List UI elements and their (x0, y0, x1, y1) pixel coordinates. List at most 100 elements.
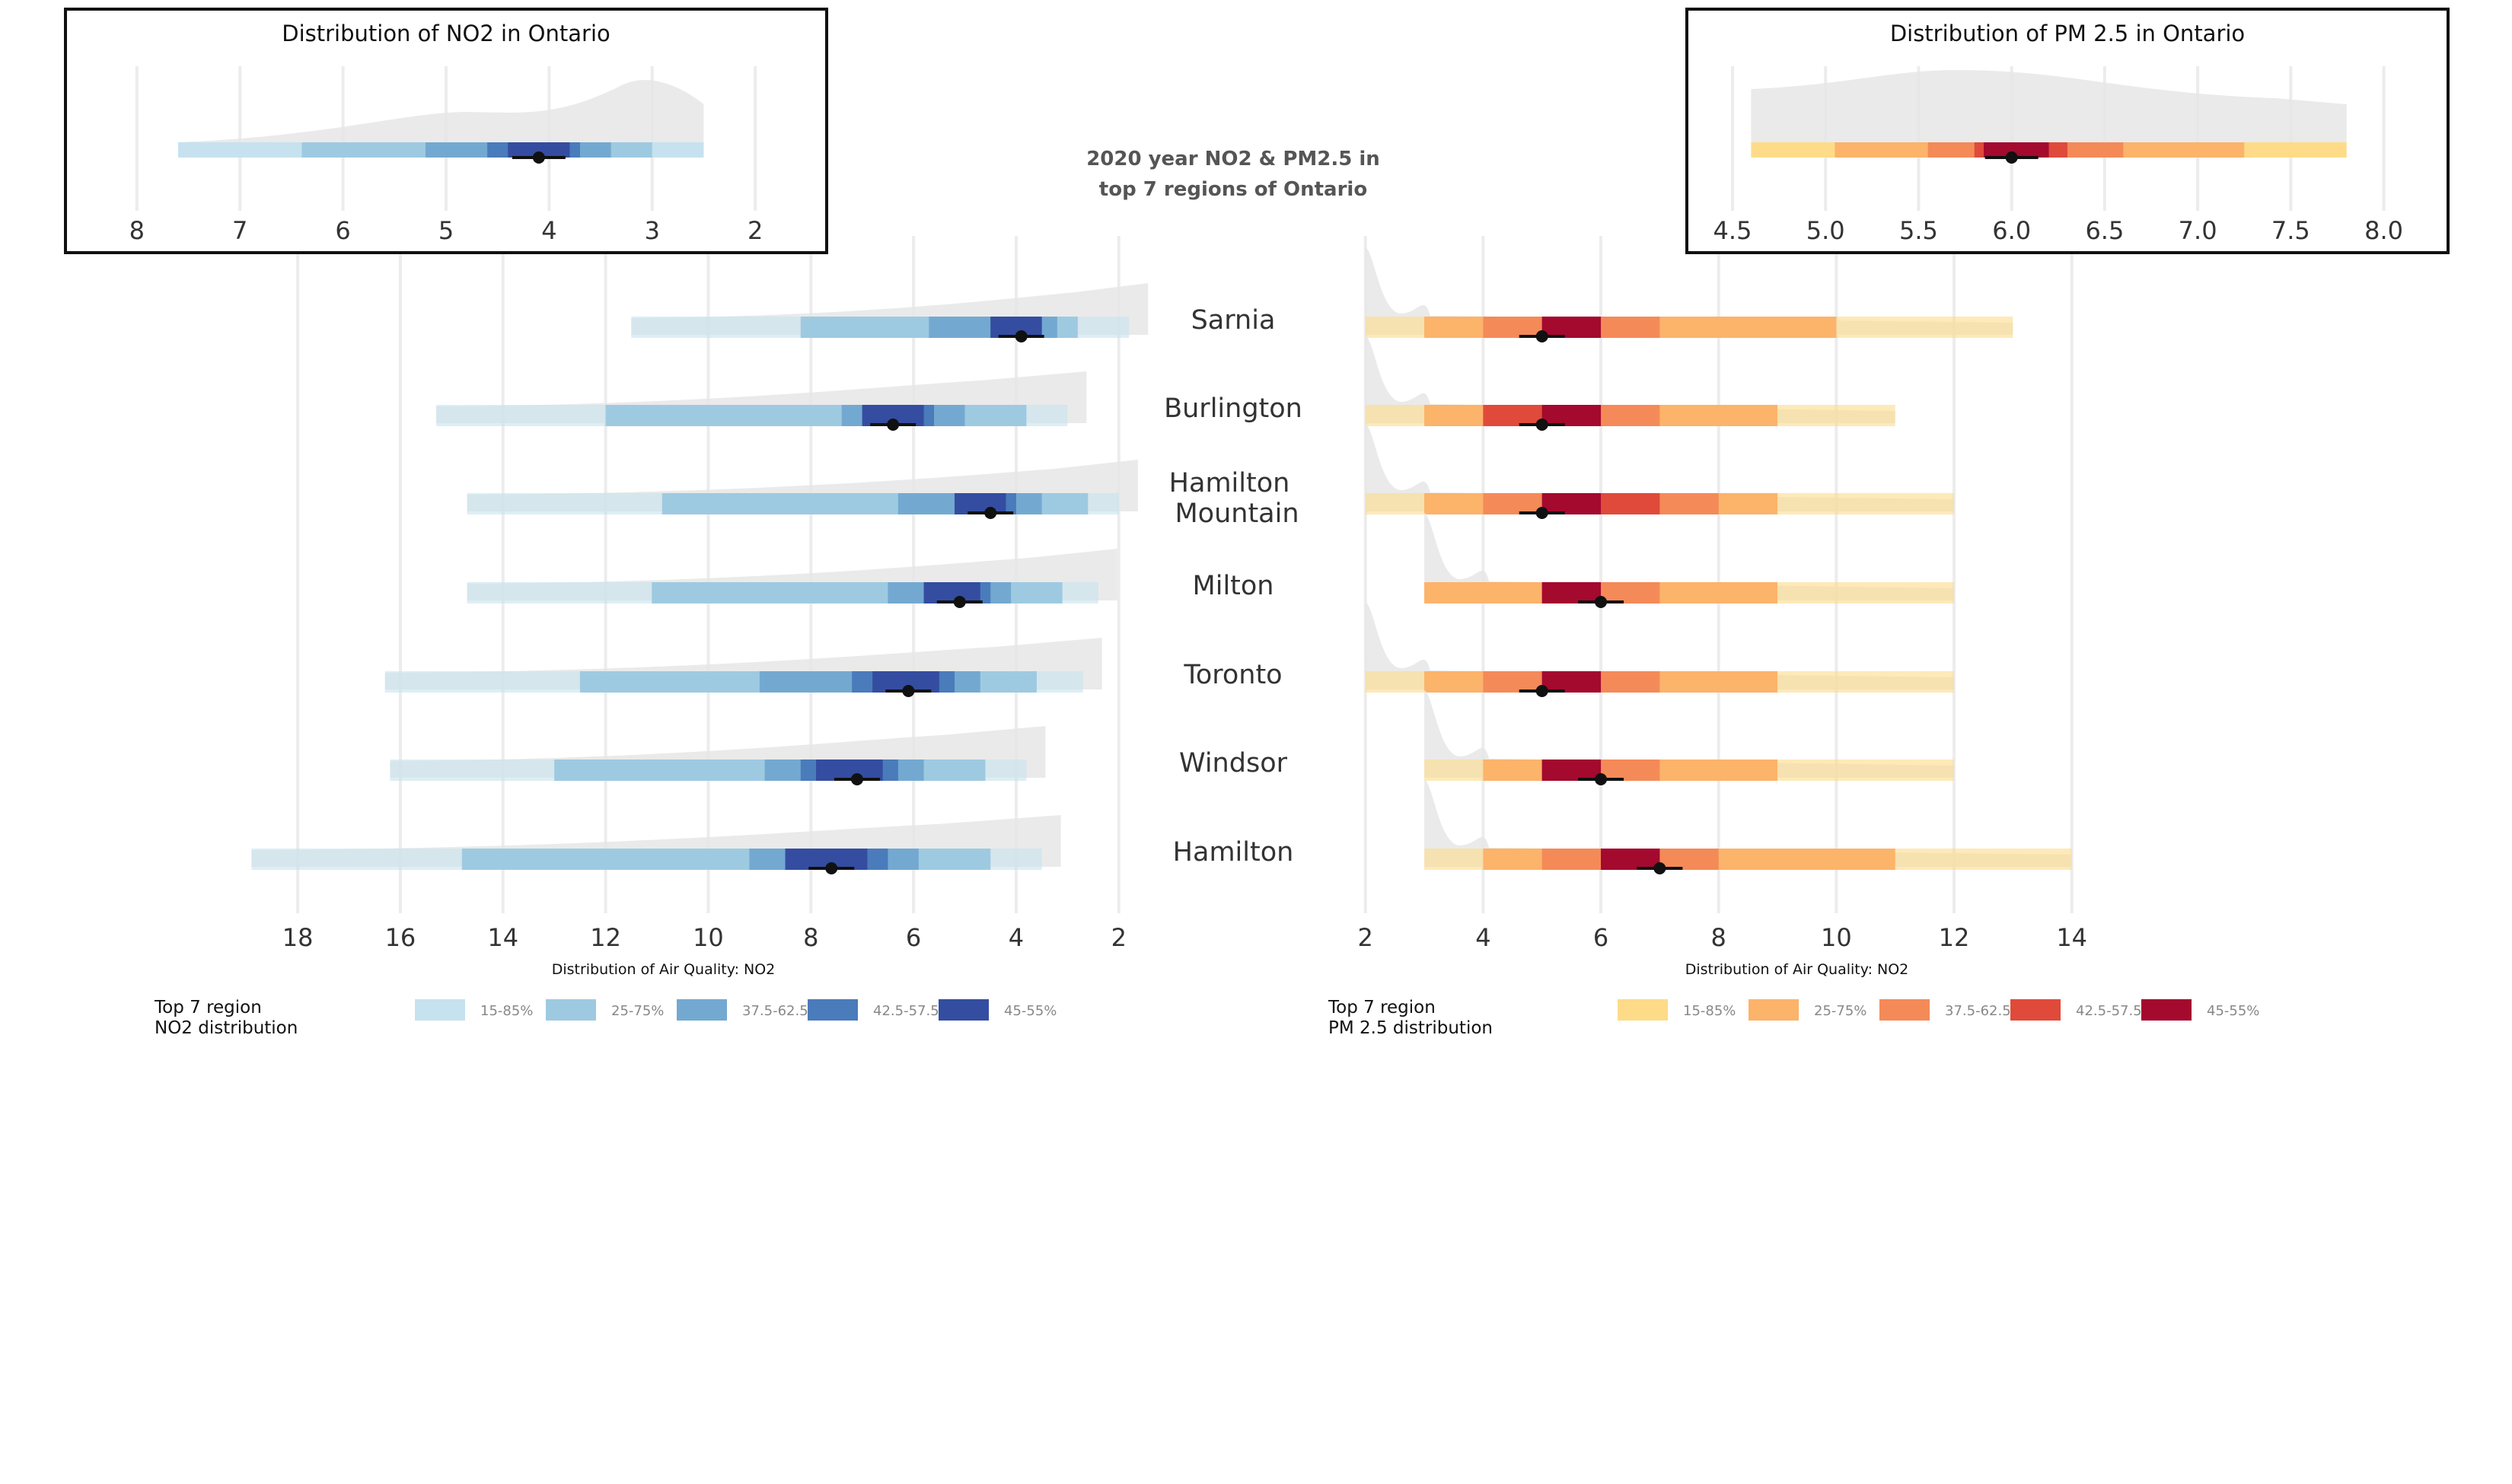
median-point (1535, 507, 1548, 519)
x-tick-label: 14 (487, 923, 518, 952)
region-row-burlington (1365, 336, 1895, 431)
legend-label-1: 25-75% (1814, 1003, 1866, 1019)
x-tick-label: 2 (748, 216, 763, 245)
legend-title-line-2: PM 2.5 distribution (1328, 1018, 1493, 1038)
median-point (1653, 862, 1666, 874)
x-tick-label: 2 (1111, 923, 1127, 952)
median-point (825, 862, 838, 874)
interval-bar-4 (955, 493, 1006, 514)
legend-label-4: 45-55% (2207, 1003, 2259, 1019)
x-tick-label: 6 (906, 923, 921, 952)
region-label-line-1: Hamilton (1169, 468, 1290, 498)
median-point (984, 507, 997, 519)
region-row-windsor (390, 726, 1046, 785)
median-point (1535, 419, 1548, 431)
x-axis-label: Distribution of Air Quality: NO2 (1685, 961, 1909, 978)
x-tick-label: 3 (645, 216, 660, 245)
region-row-milton (467, 549, 1117, 608)
legend-title-line-2: NO2 distribution (155, 1018, 298, 1038)
main-title-line-2: top 7 regions of Ontario (1099, 178, 1367, 201)
legend-title-line-1: Top 7 region (1328, 998, 1436, 1017)
region-row-milton (1424, 513, 1955, 608)
legend-key-1 (1749, 999, 1799, 1021)
legend-label-0: 15-85% (480, 1003, 533, 1019)
legend-key-0 (1618, 999, 1668, 1021)
x-axis-label: Distribution of Air Quality: NO2 (552, 961, 776, 978)
region-row-sarnia (1365, 247, 2013, 342)
x-tick-label: 14 (2056, 923, 2087, 952)
no2-inset: Distribution of NO2 in Ontario 8 7 6 5 4 3 2 (64, 8, 828, 254)
pm25-panel: 2 4 6 8 10 12 14 Distribution of Air Quality: N… (1358, 236, 2087, 978)
region-label: Burlington (1164, 393, 1302, 424)
median-point (887, 419, 900, 431)
x-tick-label: 6 (1593, 923, 1608, 952)
legend-label-3: 42.5-57.5% (2076, 1003, 2155, 1019)
x-tick-label: 8 (803, 923, 818, 952)
region-label-line-2: Mountain (1175, 498, 1299, 529)
region-label: Toronto (1183, 660, 1282, 690)
region-label: Milton (1193, 571, 1274, 601)
x-tick-label: 4 (1475, 923, 1490, 952)
region-row-hamilton (1424, 779, 2072, 874)
x-tick-label: 4 (541, 216, 556, 245)
no2-panel: 18 16 14 12 10 8 6 4 2 Distribution of Air Qualit… (251, 236, 1149, 978)
x-tick-label: 6.5 (2085, 216, 2124, 245)
region-row-hamilton (251, 815, 1061, 874)
interval-bar-4 (508, 142, 570, 158)
inset-title: Distribution of PM 2.5 in Ontario (1890, 21, 2245, 46)
interval-bar-4 (1984, 142, 2049, 158)
x-tick-label: 4.5 (1713, 216, 1752, 245)
median-point (953, 596, 966, 608)
interval-bar-4 (1541, 760, 1602, 781)
x-tick-label: 10 (693, 923, 724, 952)
median-point (1595, 773, 1608, 785)
x-tick-label: 6.0 (1992, 216, 2031, 245)
legend-label-1: 25-75% (611, 1003, 664, 1019)
legend-key-4 (2141, 999, 2192, 1021)
region-row-windsor (1424, 690, 1955, 785)
interval-bar-4 (1541, 671, 1602, 693)
median-point (1595, 596, 1608, 608)
x-tick-label: 5.5 (1899, 216, 1938, 245)
legend-label-3: 42.5-57.5% (873, 1003, 952, 1019)
legend-title-line-1: Top 7 region (154, 998, 262, 1017)
interval-bar-4 (923, 582, 980, 603)
region-labels: SarniaBurlingtonHamiltonMountainMiltonTo… (1164, 305, 1302, 868)
region-label: Sarnia (1191, 305, 1276, 336)
x-tick-label: 16 (385, 923, 416, 952)
median-point (902, 685, 915, 697)
x-tick-label: 8 (129, 216, 145, 245)
density-shape (178, 80, 704, 156)
legend-key-0 (415, 999, 465, 1021)
x-tick-label: 12 (1939, 923, 1970, 952)
legend-key-3 (808, 999, 858, 1021)
region-label: Hamilton (1173, 837, 1294, 868)
main-title-line-1: 2020 year NO2 & PM2.5 in (1086, 148, 1380, 170)
interval-bar-4 (1541, 493, 1602, 514)
legend-key-3 (2010, 999, 2061, 1021)
interval-bar-4 (1541, 317, 1602, 338)
median-point (1535, 685, 1548, 697)
x-tick-label: 10 (1821, 923, 1852, 952)
x-tick-label: 5 (438, 216, 454, 245)
x-tick-label: 7.0 (2179, 216, 2217, 245)
x-tick-label: 18 (282, 923, 314, 952)
x-tick-label: 7 (232, 216, 247, 245)
legend-key-2 (1879, 999, 1930, 1021)
region-row-hamilton-mountain (1365, 424, 1955, 519)
x-tick-label: 2 (1358, 923, 1373, 952)
x-tick-label: 12 (590, 923, 621, 952)
x-tick-label: 6 (335, 216, 350, 245)
legend-key-4 (939, 999, 989, 1021)
pm25-inset: Distribution of PM 2.5 in Ontario 4.5 5.0 5… (1685, 8, 2450, 254)
legend-label-0: 15-85% (1683, 1003, 1736, 1019)
pm25-legend: Top 7 region PM 2.5 distribution 15-85% 25… (1328, 998, 2259, 1038)
x-tick-label: 8 (1711, 923, 1726, 952)
median-point (850, 773, 863, 785)
x-tick-label: 7.5 (2271, 216, 2310, 245)
interval-bar-4 (1541, 405, 1602, 426)
region-row-sarnia (631, 283, 1149, 342)
legend-key-1 (546, 999, 596, 1021)
region-label: Windsor (1179, 748, 1288, 779)
